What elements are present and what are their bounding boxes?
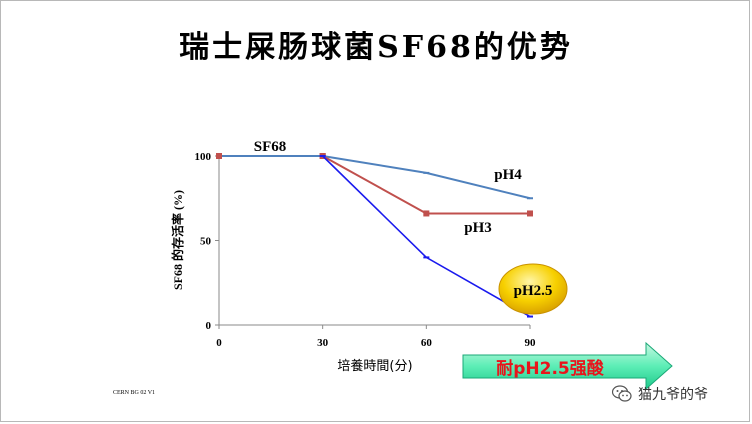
series-label-sf68: SF68 [254, 139, 287, 155]
series-line-ph3 [322, 155, 530, 215]
x-tick-label: 0 [216, 337, 222, 349]
chart-ticks: 0 30 60 90 0 50 100 [195, 151, 537, 349]
x-tick-label: 30 [317, 337, 329, 349]
page-title: 瑞士屎肠球菌SF68的优势 [179, 30, 573, 65]
chart-axes [218, 156, 530, 326]
y-tick-label: 100 [195, 151, 212, 163]
chart-series [216, 153, 533, 318]
ph25-badge: pH2.5 [498, 263, 568, 315]
data-point-ph3 [423, 210, 430, 217]
ph25-badge-shape [498, 263, 568, 315]
y-axis-label: SF68 的存活率 (%) [170, 190, 185, 290]
watermark: 猫九爷的爷 [611, 384, 708, 404]
y-tick-label: 0 [206, 320, 212, 332]
series-label-ph3: pH3 [464, 220, 492, 236]
footnote: CERN BG 02 V1 [113, 390, 156, 396]
x-axis-label: 培養時間(分) [337, 358, 412, 374]
x-tick-label: 60 [421, 337, 433, 349]
wechat-icon [611, 385, 632, 403]
acid-arrow-label: 耐pH2.5强酸 [496, 358, 605, 379]
watermark-text: 猫九爷的爷 [638, 387, 708, 403]
x-tick-label: 90 [525, 337, 537, 349]
ph25-badge-label: pH2.5 [514, 283, 553, 299]
acid-arrow: 耐pH2.5强酸 [462, 341, 673, 391]
y-tick-label: 50 [200, 236, 212, 248]
data-point-sf68 [216, 153, 222, 159]
series-label-ph4: pH4 [494, 167, 522, 183]
acid-arrow-shape [462, 341, 673, 391]
data-point-ph3 [527, 210, 533, 217]
